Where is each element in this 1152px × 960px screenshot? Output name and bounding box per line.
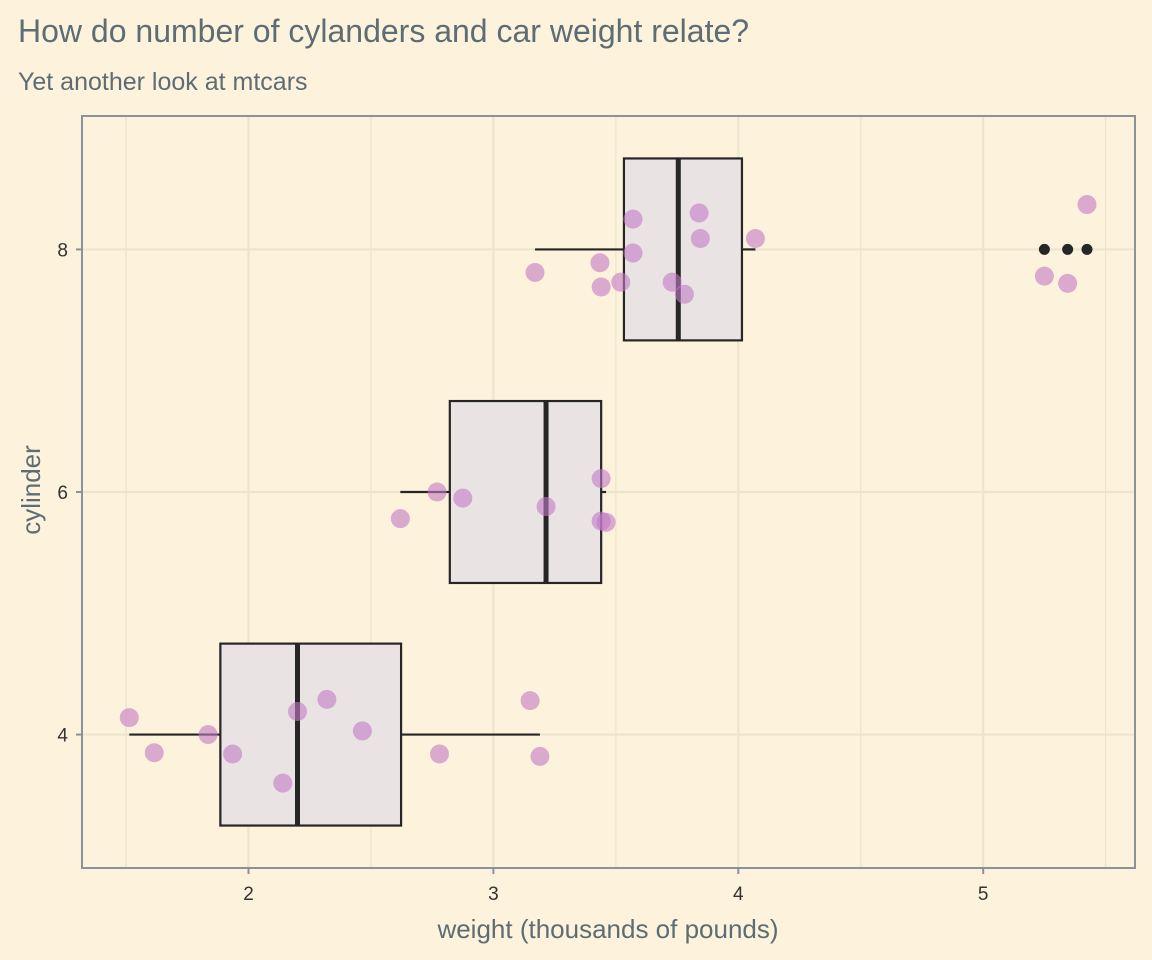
y-tick-label: 4 bbox=[57, 726, 68, 747]
data-point bbox=[317, 689, 337, 709]
data-point bbox=[390, 509, 410, 529]
data-point bbox=[623, 243, 643, 263]
data-point bbox=[536, 497, 556, 517]
x-tick-label: 2 bbox=[243, 884, 254, 905]
data-point bbox=[1034, 266, 1054, 286]
x-tick-label: 3 bbox=[488, 884, 499, 905]
y-tick-label: 8 bbox=[57, 240, 68, 261]
data-point bbox=[591, 277, 611, 297]
box-body bbox=[219, 642, 403, 827]
grid-lines bbox=[82, 116, 1135, 868]
data-point bbox=[453, 488, 473, 508]
data-point bbox=[590, 253, 610, 273]
data-point bbox=[623, 209, 643, 229]
outlier-points bbox=[1038, 243, 1093, 255]
data-point bbox=[530, 746, 550, 766]
data-point bbox=[525, 262, 545, 282]
data-point bbox=[430, 744, 450, 764]
data-point bbox=[1058, 273, 1078, 293]
data-point bbox=[223, 744, 243, 764]
data-point bbox=[689, 203, 709, 223]
outlier-point bbox=[1081, 243, 1093, 255]
outlier-point bbox=[1038, 243, 1050, 255]
x-axis-title: weight (thousands of pounds) bbox=[436, 914, 778, 944]
data-point bbox=[745, 229, 765, 249]
data-point bbox=[674, 284, 694, 304]
data-point bbox=[1077, 195, 1097, 215]
data-point bbox=[287, 702, 307, 722]
data-point bbox=[427, 482, 447, 502]
data-point bbox=[520, 691, 540, 711]
box-body bbox=[622, 157, 744, 342]
data-points bbox=[119, 195, 1097, 793]
data-point bbox=[596, 512, 616, 532]
data-point bbox=[144, 743, 164, 763]
chart-title: How do number of cylanders and car weigh… bbox=[18, 13, 749, 49]
x-tick-label: 4 bbox=[733, 884, 744, 905]
data-point bbox=[273, 773, 293, 793]
outlier-point bbox=[1062, 243, 1074, 255]
box-body bbox=[448, 399, 603, 585]
data-point bbox=[352, 721, 372, 741]
y-tick-label: 6 bbox=[57, 483, 68, 504]
axes: 2 3 4 5 4 6 8 bbox=[57, 240, 988, 905]
data-point bbox=[690, 229, 710, 249]
data-point bbox=[662, 272, 682, 292]
data-point bbox=[591, 469, 611, 489]
data-point bbox=[198, 725, 218, 745]
x-tick-label: 5 bbox=[978, 884, 989, 905]
data-point bbox=[119, 708, 139, 728]
data-point bbox=[611, 272, 631, 292]
y-axis-title: cylinder bbox=[16, 445, 46, 535]
chart-subtitle: Yet another look at mtcars bbox=[18, 68, 308, 96]
